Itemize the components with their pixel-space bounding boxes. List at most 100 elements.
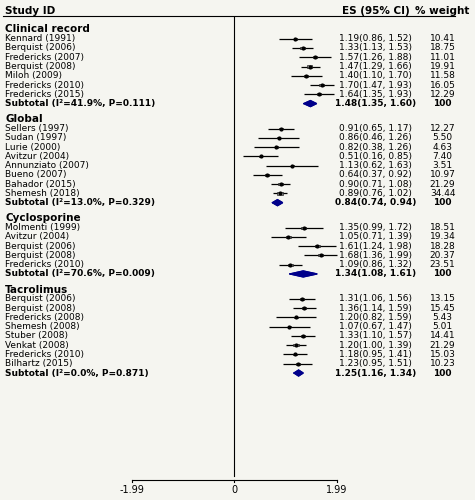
Bar — [316, 94, 321, 95]
Bar — [279, 128, 283, 130]
Bar — [295, 363, 300, 364]
Text: 21.29: 21.29 — [430, 340, 456, 349]
Bar — [320, 84, 324, 86]
Text: 0.84(0.74, 0.94): 0.84(0.74, 0.94) — [335, 198, 417, 207]
Text: Clinical record: Clinical record — [5, 24, 90, 34]
Polygon shape — [290, 271, 317, 277]
Bar — [313, 56, 317, 58]
Text: 16.05: 16.05 — [430, 80, 456, 90]
Text: 1.36(1.14, 1.59): 1.36(1.14, 1.59) — [339, 304, 412, 312]
Text: 10.97: 10.97 — [430, 170, 456, 179]
Text: 1.99: 1.99 — [326, 484, 347, 494]
Bar — [259, 156, 262, 157]
Text: 10.41: 10.41 — [430, 34, 456, 43]
Text: 23.51: 23.51 — [430, 260, 456, 269]
Text: -1.99: -1.99 — [120, 484, 144, 494]
Text: 1.25(1.16, 1.34): 1.25(1.16, 1.34) — [335, 368, 417, 378]
Text: Avitzur (2004): Avitzur (2004) — [5, 232, 69, 241]
Text: 0: 0 — [231, 484, 238, 494]
Bar — [277, 192, 283, 194]
Text: 100: 100 — [433, 368, 452, 378]
Text: Annunziato (2007): Annunziato (2007) — [5, 161, 89, 170]
Text: 5.01: 5.01 — [433, 322, 453, 331]
Text: Bueno (2007): Bueno (2007) — [5, 170, 67, 179]
Text: 1.07(0.67, 1.47): 1.07(0.67, 1.47) — [339, 322, 412, 331]
Bar — [294, 344, 299, 346]
Text: 0.89(0.76, 1.02): 0.89(0.76, 1.02) — [339, 189, 412, 198]
Text: Subtotal (I²=13.0%, P=0.329): Subtotal (I²=13.0%, P=0.329) — [5, 198, 155, 207]
Bar — [304, 75, 308, 76]
Text: 34.44: 34.44 — [430, 189, 456, 198]
Text: 1.33(1.10, 1.57): 1.33(1.10, 1.57) — [339, 332, 412, 340]
Text: Berquist (2006): Berquist (2006) — [5, 242, 76, 250]
Text: 0.51(0.16, 0.85): 0.51(0.16, 0.85) — [339, 152, 412, 161]
Text: 0.82(0.38, 1.26): 0.82(0.38, 1.26) — [339, 142, 412, 152]
Polygon shape — [304, 100, 317, 106]
Text: Berquist (2006): Berquist (2006) — [5, 44, 76, 52]
Text: Venkat (2008): Venkat (2008) — [5, 340, 69, 349]
Bar — [286, 236, 291, 238]
Text: 1.40(1.10, 1.70): 1.40(1.10, 1.70) — [339, 72, 412, 80]
Text: 100: 100 — [433, 198, 452, 207]
Text: 18.51: 18.51 — [430, 223, 456, 232]
Text: 1.34(1.08, 1.61): 1.34(1.08, 1.61) — [335, 270, 416, 278]
Text: Sudan (1997): Sudan (1997) — [5, 134, 66, 142]
Text: Global: Global — [5, 114, 43, 124]
Text: Berquist (2008): Berquist (2008) — [5, 251, 76, 260]
Text: Berquist (2006): Berquist (2006) — [5, 294, 76, 304]
Bar — [294, 316, 298, 318]
Text: 100: 100 — [433, 99, 452, 108]
Text: 1.09(0.86, 1.32): 1.09(0.86, 1.32) — [339, 260, 412, 269]
Text: 20.37: 20.37 — [430, 251, 456, 260]
Bar — [300, 298, 304, 300]
Text: ES (95% CI): ES (95% CI) — [342, 6, 409, 16]
Text: Fredericks (2010): Fredericks (2010) — [5, 350, 85, 359]
Bar — [300, 47, 305, 49]
Text: 1.68(1.36, 1.99): 1.68(1.36, 1.99) — [339, 251, 412, 260]
Text: 100: 100 — [433, 270, 452, 278]
Text: 1.05(0.71, 1.39): 1.05(0.71, 1.39) — [339, 232, 412, 241]
Text: 1.13(0.62, 1.63): 1.13(0.62, 1.63) — [339, 161, 412, 170]
Text: Tacrolimus: Tacrolimus — [5, 284, 68, 294]
Text: 0.64(0.37, 0.92): 0.64(0.37, 0.92) — [339, 170, 412, 179]
Text: 5.50: 5.50 — [433, 134, 453, 142]
Bar — [293, 354, 297, 356]
Text: Bahador (2015): Bahador (2015) — [5, 180, 76, 188]
Text: 0.86(0.46, 1.26): 0.86(0.46, 1.26) — [339, 134, 412, 142]
Text: 1.48(1.35, 1.60): 1.48(1.35, 1.60) — [335, 99, 416, 108]
Text: 18.28: 18.28 — [430, 242, 456, 250]
Bar — [307, 66, 313, 68]
Text: 1.18(0.95, 1.41): 1.18(0.95, 1.41) — [339, 350, 412, 359]
Bar — [278, 183, 283, 185]
Text: Shemesh (2008): Shemesh (2008) — [5, 322, 80, 331]
Text: 15.45: 15.45 — [430, 304, 456, 312]
Polygon shape — [294, 370, 303, 376]
Bar — [291, 165, 294, 166]
Polygon shape — [272, 200, 283, 205]
Bar — [315, 245, 320, 247]
Bar — [288, 264, 293, 266]
Text: % weight: % weight — [416, 6, 470, 16]
Text: 1.33(1.13, 1.53): 1.33(1.13, 1.53) — [339, 44, 412, 52]
Text: 1.19(0.86, 1.52): 1.19(0.86, 1.52) — [339, 34, 412, 43]
Text: 18.75: 18.75 — [430, 44, 456, 52]
Text: 1.20(1.00, 1.39): 1.20(1.00, 1.39) — [339, 340, 412, 349]
Text: Miloh (2009): Miloh (2009) — [5, 72, 62, 80]
Bar — [301, 226, 306, 228]
Text: Berquist (2008): Berquist (2008) — [5, 304, 76, 312]
Text: 1.35(0.99, 1.72): 1.35(0.99, 1.72) — [339, 223, 412, 232]
Text: 1.61(1.24, 1.98): 1.61(1.24, 1.98) — [339, 242, 412, 250]
Text: 7.40: 7.40 — [433, 152, 453, 161]
Text: Sellers (1997): Sellers (1997) — [5, 124, 69, 133]
Text: 5.43: 5.43 — [433, 313, 453, 322]
Text: 1.31(1.06, 1.56): 1.31(1.06, 1.56) — [339, 294, 412, 304]
Text: 1.23(0.95, 1.51): 1.23(0.95, 1.51) — [339, 360, 412, 368]
Text: 0.90(0.71, 1.08): 0.90(0.71, 1.08) — [339, 180, 412, 188]
Text: Fredericks (2015): Fredericks (2015) — [5, 90, 85, 99]
Text: 13.15: 13.15 — [430, 294, 456, 304]
Text: Kennard (1991): Kennard (1991) — [5, 34, 76, 43]
Text: Fredericks (2010): Fredericks (2010) — [5, 80, 85, 90]
Text: Avitzur (2004): Avitzur (2004) — [5, 152, 69, 161]
Text: 14.41: 14.41 — [430, 332, 456, 340]
Bar — [302, 307, 306, 309]
